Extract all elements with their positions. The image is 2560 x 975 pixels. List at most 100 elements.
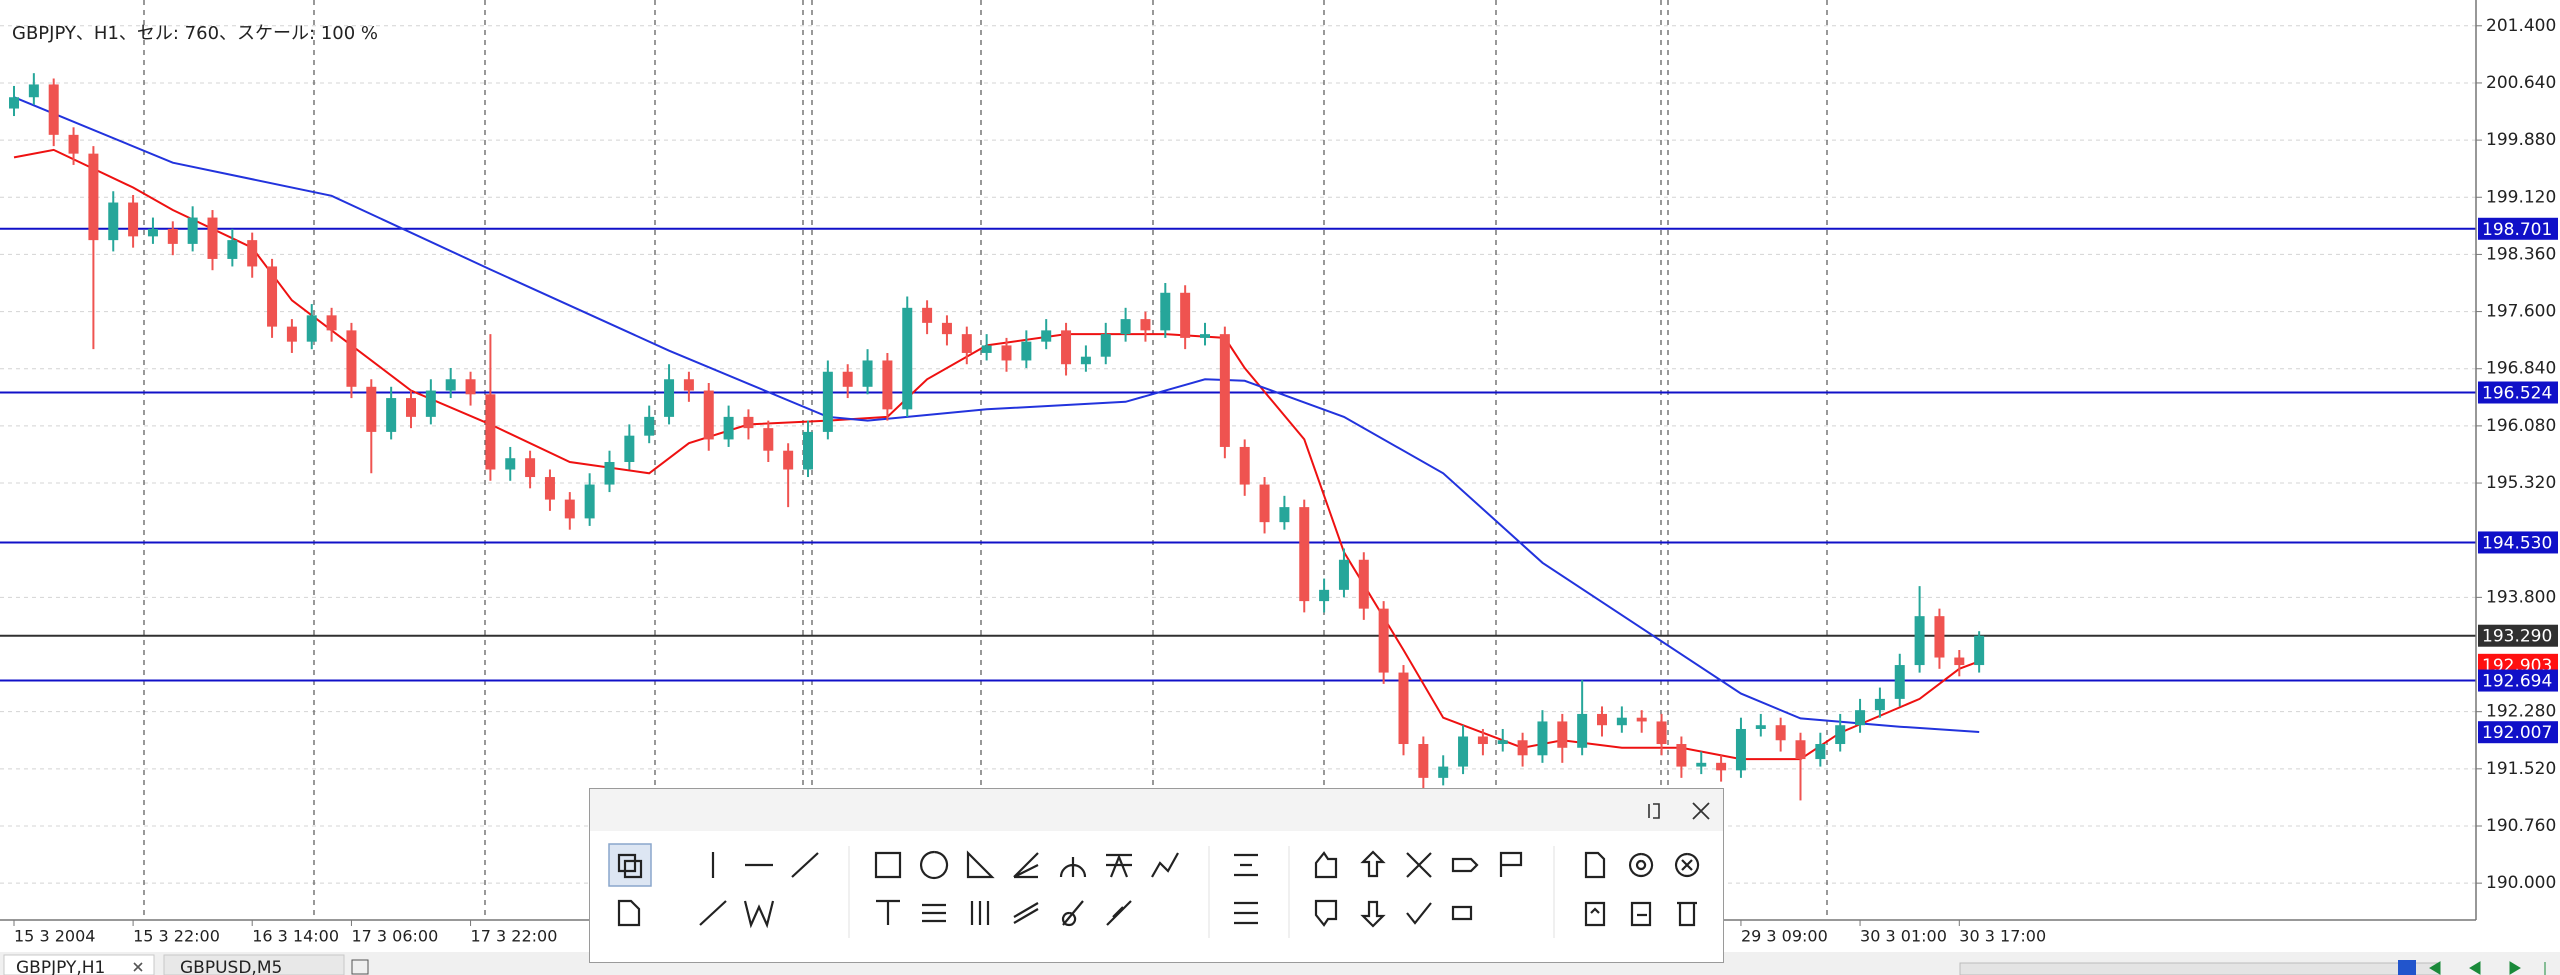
tool-icon[interactable]	[1677, 901, 1697, 927]
candle-body	[1656, 721, 1667, 745]
candle-body	[683, 379, 694, 391]
price-label-box	[2478, 217, 2558, 240]
tab[interactable]	[163, 954, 345, 975]
candle-body	[902, 307, 913, 410]
tool-icon[interactable]	[1499, 851, 1523, 877]
tool-icon[interactable]	[1360, 850, 1386, 878]
x-tick-label: 16 3 14:00	[252, 927, 339, 946]
tab-label: GBPUSD,M5	[180, 958, 282, 975]
tool-icon[interactable]	[1013, 902, 1039, 924]
tool-icon[interactable]	[1013, 852, 1039, 879]
candle-body	[703, 390, 714, 440]
tool-icon[interactable]	[1234, 853, 1258, 877]
candle-body	[207, 217, 218, 259]
tool-icon[interactable]	[1451, 857, 1479, 873]
y-tick-label: 200.640	[2486, 73, 2556, 93]
tool-icon[interactable]	[1584, 851, 1606, 879]
candle-body	[1219, 334, 1230, 447]
toolbar-restore[interactable]	[1648, 803, 1660, 819]
tool-icon[interactable]	[1406, 902, 1432, 925]
scroll-icon[interactable]	[2398, 960, 2416, 975]
candle-body	[1378, 608, 1389, 673]
candle-body	[187, 217, 198, 244]
tool-icon[interactable]	[1061, 900, 1084, 927]
candles	[9, 73, 1985, 801]
tool-icon[interactable]	[919, 850, 949, 880]
candle-body	[1696, 762, 1707, 767]
candle-body	[882, 360, 893, 410]
candle-body	[1458, 736, 1469, 767]
levels	[0, 227, 2476, 682]
tool-icon[interactable]	[922, 903, 946, 923]
candle-body	[1120, 319, 1131, 335]
tab[interactable]	[3, 954, 155, 975]
tool-icon[interactable]	[1628, 852, 1654, 878]
tool-icon[interactable]	[1360, 900, 1386, 928]
tool-icon[interactable]	[1630, 901, 1652, 927]
toolbar-header	[590, 789, 1723, 831]
tool-icon[interactable]	[1106, 900, 1132, 926]
price-label: 194.530	[2482, 533, 2552, 553]
tool-icon[interactable]	[791, 852, 819, 878]
tool-icon[interactable]	[966, 850, 995, 879]
candle-body	[1676, 744, 1687, 767]
tool-icon[interactable]	[699, 900, 727, 926]
price-label: 198.701	[2482, 220, 2552, 240]
candle-body	[1914, 616, 1925, 666]
price-label-box	[2478, 381, 2558, 404]
candle-body	[1557, 721, 1568, 748]
y-tick-label: 195.320	[2486, 473, 2556, 493]
candle-body	[981, 345, 992, 353]
scrollbar[interactable]	[1959, 962, 2441, 975]
tool-icon[interactable]	[1584, 901, 1606, 927]
icon-active[interactable]	[608, 843, 652, 887]
candle-body	[803, 431, 813, 470]
candle-body	[1080, 356, 1091, 365]
chart-title: GBPJPY、H1、セル: 760、スケール: 100 %	[12, 23, 378, 44]
candle-body	[1775, 725, 1786, 741]
candle-body	[306, 315, 317, 342]
tool-icon[interactable]	[970, 901, 990, 925]
price-label-box	[2478, 669, 2558, 692]
candle-body	[1279, 507, 1290, 523]
y-tick-label: 191.520	[2486, 759, 2556, 779]
y-tick-label: 199.880	[2486, 130, 2556, 150]
candle-body	[1299, 507, 1310, 602]
tool-icon[interactable]	[1151, 852, 1179, 878]
tool-icon[interactable]	[1674, 852, 1700, 878]
x-tick-label: 15 3 2004	[14, 927, 95, 946]
y-tick-label: 190.000	[2486, 873, 2556, 893]
tool-icon[interactable]	[876, 899, 900, 925]
tool-icon[interactable]	[617, 853, 643, 879]
tool-icon[interactable]	[874, 851, 902, 879]
candle-body	[1497, 740, 1508, 745]
candle-body	[1735, 728, 1746, 771]
candle-body	[366, 386, 377, 432]
candle-body	[1319, 589, 1330, 602]
candle-body	[783, 450, 794, 470]
candle-body	[564, 499, 575, 519]
price-label-box	[2478, 624, 2558, 647]
y-tick-label: 196.840	[2486, 359, 2556, 379]
tool-icon[interactable]	[743, 900, 775, 929]
tab-label: GBPJPY,H1	[16, 958, 105, 975]
tool-icon[interactable]	[1059, 857, 1087, 878]
tool-icon[interactable]	[617, 899, 641, 927]
candle-body	[1001, 345, 1012, 361]
tool-icon[interactable]	[1406, 852, 1432, 878]
candle-body	[544, 477, 555, 500]
candle-body	[1061, 330, 1072, 365]
tool-icon[interactable]	[1234, 901, 1258, 925]
tab-add[interactable]	[351, 959, 369, 975]
y-tick-label: 199.120	[2486, 187, 2556, 207]
tab-close[interactable]	[133, 962, 143, 972]
tool-icon[interactable]	[1314, 899, 1338, 927]
candle-body	[1239, 446, 1250, 485]
scroll-arrows[interactable]	[2429, 961, 2546, 975]
tool-icon[interactable]	[1106, 853, 1132, 878]
tool-icon[interactable]	[1314, 851, 1338, 879]
candle-body	[1795, 740, 1806, 760]
tool-icon[interactable]	[1451, 905, 1473, 921]
y-tick-label: 190.760	[2486, 816, 2556, 836]
toolbar-close[interactable]	[1692, 802, 1710, 820]
